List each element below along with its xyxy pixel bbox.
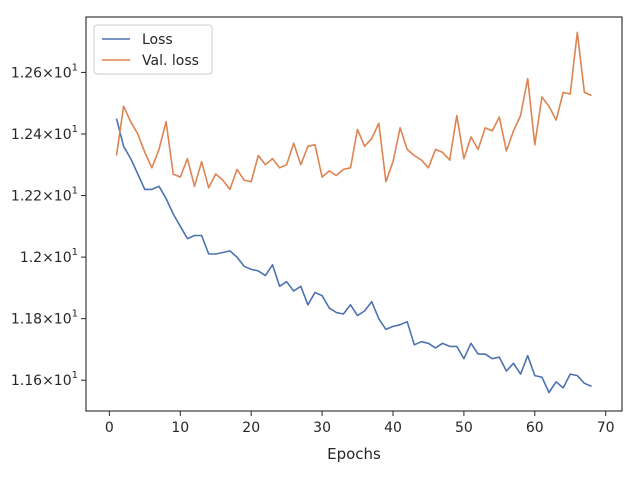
- x-tick-label: 50: [455, 420, 473, 436]
- x-tick-label: 20: [242, 420, 260, 436]
- series-line-val-loss: [115, 31, 592, 191]
- plot-frame: [85, 16, 623, 412]
- legend-box: [93, 24, 213, 75]
- legend: Loss Val. loss: [93, 24, 213, 75]
- y-tick-exponent: 1: [72, 124, 78, 135]
- legend-label: Loss: [142, 32, 173, 48]
- y-tick-label: 1.16×101: [11, 370, 78, 389]
- y-tick-label: 1.24×101: [11, 124, 78, 143]
- series-line-loss: [115, 118, 592, 394]
- legend-label: Val. loss: [142, 53, 199, 69]
- x-tick-label: 10: [171, 420, 189, 436]
- y-tick-label: 1.26×101: [11, 62, 78, 81]
- y-tick-mantissa: 1.2: [20, 250, 42, 266]
- x-axis: 0 10 20 30 40 50 60 70: [105, 411, 615, 436]
- x-tick-label: 30: [313, 420, 331, 436]
- y-tick-times: ×10: [42, 250, 72, 266]
- y-tick-mantissa: 1.18: [11, 312, 42, 328]
- x-tick-label: 70: [597, 420, 615, 436]
- y-tick-times: ×10: [42, 127, 72, 143]
- y-tick-exponent: 1: [72, 186, 78, 197]
- y-tick-exponent: 1: [72, 309, 78, 320]
- plot-area: [85, 16, 623, 412]
- y-tick-mantissa: 1.22: [11, 189, 42, 205]
- y-tick-exponent: 1: [72, 62, 78, 73]
- y-tick-exponent: 1: [72, 247, 78, 258]
- y-tick-times: ×10: [42, 373, 72, 389]
- x-tick-label: 40: [384, 420, 402, 436]
- y-tick-times: ×10: [42, 65, 72, 81]
- series-layer: [115, 31, 592, 394]
- y-tick-times: ×10: [42, 189, 72, 205]
- y-tick-mantissa: 1.26: [11, 65, 42, 81]
- y-tick-label: 1.2×101: [20, 247, 78, 266]
- y-tick-label: 1.18×101: [11, 309, 78, 328]
- y-tick-mantissa: 1.16: [11, 373, 42, 389]
- y-tick-times: ×10: [42, 312, 72, 328]
- x-axis-title: Epochs: [327, 445, 381, 463]
- x-tick-label: 0: [105, 420, 114, 436]
- y-tick-mantissa: 1.24: [11, 127, 42, 143]
- y-tick-label: 1.22×101: [11, 186, 78, 205]
- y-tick-exponent: 1: [72, 370, 78, 381]
- y-axis: 1.16×1011.18×1011.2×1011.22×1011.24×1011…: [11, 62, 86, 389]
- x-tick-label: 60: [526, 420, 544, 436]
